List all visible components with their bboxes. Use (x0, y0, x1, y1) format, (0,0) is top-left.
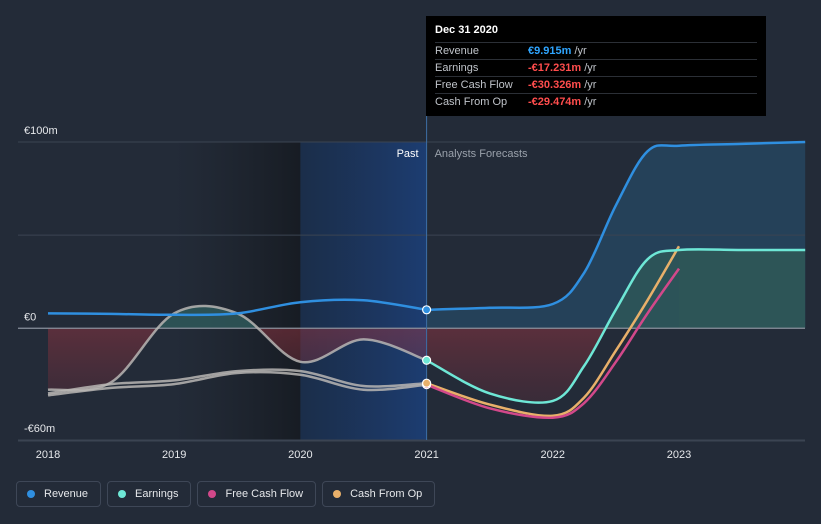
legend-dot-icon (208, 490, 217, 498)
free-cash-flow-line-forecast (426, 267, 681, 420)
cash-from-op-line-past (47, 368, 427, 395)
y-tick-label: €0 (24, 311, 36, 323)
x-tick-label: 2019 (162, 449, 186, 461)
legend-label: Free Cash Flow (225, 488, 304, 500)
legend-label: Cash From Op (350, 488, 423, 500)
x-tick-label: 2018 (36, 449, 60, 461)
legend-item-earnings[interactable]: Earnings (107, 481, 192, 507)
x-tick-label: 2020 (288, 449, 312, 461)
tooltip-row-unit: /yr (574, 45, 587, 57)
y-tick-label: €100m (24, 125, 58, 137)
legend-dot-icon (118, 490, 127, 498)
tooltip-row-value: €9.915m (528, 45, 572, 57)
tooltip-row: Revenue €9.915m/yr (435, 42, 757, 59)
past-shade (174, 142, 301, 440)
tooltip: Dec 31 2020 Revenue €9.915m/yr Earnings -€1… (426, 16, 766, 116)
x-tick-label: 2023 (667, 449, 691, 461)
earnings-point (422, 355, 432, 365)
legend-label: Revenue (44, 488, 89, 500)
legend-item-cash-from-op[interactable]: Cash From Op (322, 481, 436, 507)
legend-item-free-cash-flow[interactable]: Free Cash Flow (197, 481, 317, 507)
y-tick-label: -€60m (24, 423, 55, 435)
x-tick-label: 2022 (541, 449, 565, 461)
tooltip-row-unit: /yr (584, 62, 597, 74)
tooltip-row: Earnings -€17.231m/yr (435, 59, 757, 76)
free-cash-flow-line-past (47, 370, 427, 397)
tooltip-row-value: -€29.474m (528, 96, 582, 108)
cash-from-op-line-forecast (426, 245, 681, 418)
revenue-line-forecast (426, 140, 806, 312)
legend-dot-icon (333, 490, 342, 498)
legend-label: Earnings (135, 488, 179, 500)
earnings-line-forecast (426, 248, 806, 404)
revenue-point (422, 305, 432, 315)
tooltip-row-unit: /yr (584, 79, 597, 91)
tooltip-row-name: Earnings (435, 62, 479, 74)
tooltip-row-name: Cash From Op (435, 96, 508, 108)
tooltip-row-value: -€30.326m (528, 79, 582, 91)
forecast-label: Analysts Forecasts (435, 148, 528, 160)
x-tick-label: 2021 (414, 449, 438, 461)
tooltip-row-unit: /yr (584, 96, 597, 108)
tooltip-row-name: Revenue (435, 45, 480, 57)
legend-item-revenue[interactable]: Revenue (16, 481, 102, 507)
tooltip-row-value: -€17.231m (528, 62, 582, 74)
earnings-forecast-area (679, 250, 805, 329)
past-highlight-band (300, 142, 427, 440)
tooltip-row: Free Cash Flow -€30.326m/yr (435, 76, 757, 93)
legend-dot-icon (27, 490, 35, 498)
legend: Revenue Earnings Free Cash Flow Cash From O… (16, 481, 436, 507)
cash-from-op-point (422, 378, 432, 388)
past-label: Past (397, 148, 419, 160)
revenue-line-past (47, 298, 427, 317)
tooltip-row-name: Free Cash Flow (435, 79, 513, 91)
tooltip-row: Cash From Op -€29.474m/yr (435, 93, 757, 110)
tooltip-date: Dec 31 2020 (435, 24, 498, 36)
